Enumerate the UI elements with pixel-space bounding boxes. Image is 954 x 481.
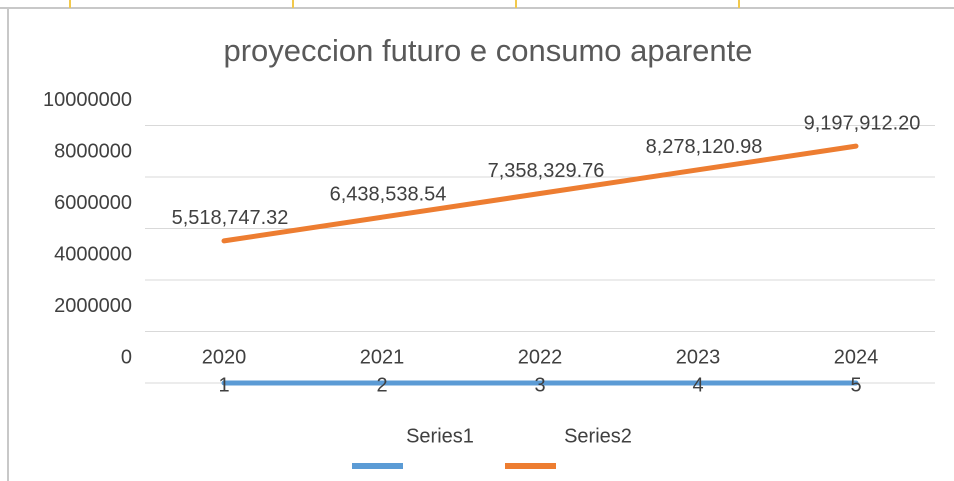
x-tick-label: 2022 (518, 346, 563, 368)
data-label: 3 (534, 374, 545, 396)
x-tick-label: 2021 (360, 346, 405, 368)
y-tick-label: 6000000 (54, 192, 132, 214)
series-line (221, 143, 859, 244)
y-tick-label: 0 (121, 346, 132, 368)
data-label: 6,438,538.54 (330, 183, 447, 205)
y-tick-label: 8000000 (54, 140, 132, 162)
x-tick-label: 2024 (834, 346, 879, 368)
y-tick-label: 10000000 (43, 89, 132, 111)
y-tick-label: 2000000 (54, 295, 132, 317)
legend-label: Series1 (406, 425, 474, 447)
data-label: 2 (376, 374, 387, 396)
chart-title: proyeccion futuro e consumo aparente (223, 33, 752, 68)
data-label: 1 (218, 374, 229, 396)
data-label: 8,278,120.98 (646, 136, 763, 158)
y-tick-label: 4000000 (54, 243, 132, 265)
cell-markers (69, 0, 740, 8)
data-label: 5 (850, 374, 861, 396)
x-tick-label: 2023 (676, 346, 721, 368)
x-tick-label: 2020 (202, 346, 247, 368)
data-label: 5,518,747.32 (172, 207, 289, 229)
data-label: 7,358,329.76 (488, 160, 605, 182)
legend-label: Series2 (564, 425, 632, 447)
data-label: 9,197,912.20 (804, 112, 921, 134)
data-label: 4 (692, 374, 703, 396)
